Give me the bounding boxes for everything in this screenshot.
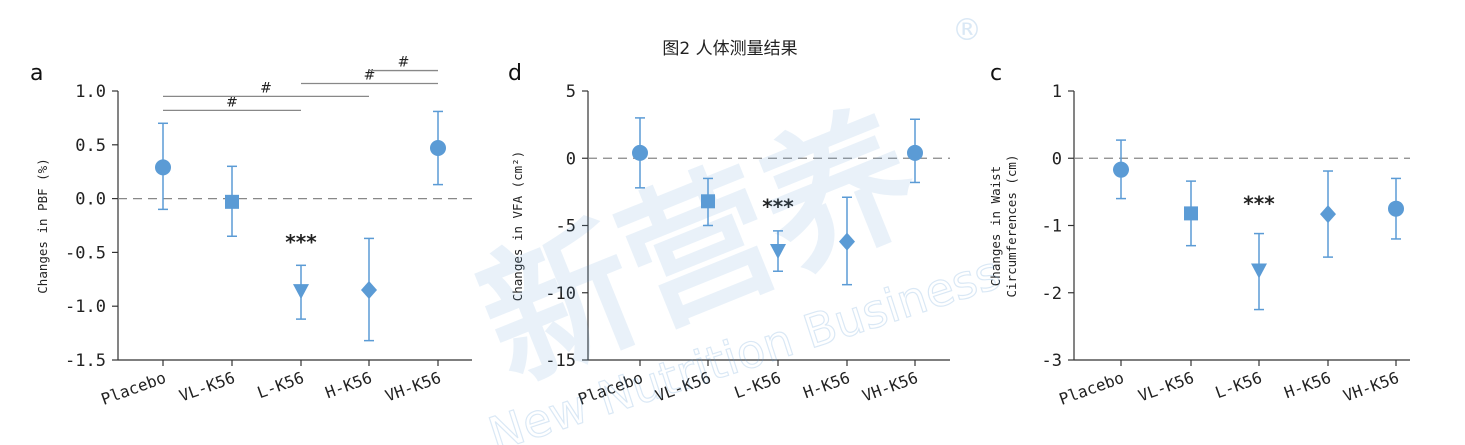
- y-tick-label: -1.5: [65, 351, 106, 371]
- y-axis-title-line: Circumferences (cm): [1004, 155, 1019, 298]
- y-tick-label: 0.5: [75, 136, 106, 156]
- data-point-placebo: [1113, 161, 1129, 178]
- y-tick-label: -1.0: [65, 297, 106, 317]
- data-point-vl-k56: [701, 194, 715, 209]
- x-tick-label: Placebo: [575, 368, 645, 409]
- data-point-vh-k56: [1388, 200, 1404, 217]
- data-point-h-k56: [1320, 205, 1336, 224]
- chart-panels: a 1.0 0.5 0.0 -0.5 -1.0 -1.5 Changes in PBF (%)…: [30, 55, 1410, 409]
- y-tick-label: -2: [1042, 284, 1062, 304]
- data-point-placebo: [155, 159, 171, 176]
- data-point-vl-k56: [225, 194, 239, 209]
- figure-title: 图2 人体测量结果: [662, 39, 797, 59]
- y-axis-title: Changes in VFA (cm²): [510, 151, 525, 302]
- x-tick-label: H-K56: [323, 368, 375, 402]
- comparison-label: #: [260, 80, 272, 96]
- significance-label: ***: [762, 194, 794, 218]
- data-point-h-k56: [361, 281, 377, 300]
- y-tick-label: 0: [566, 149, 576, 169]
- y-tick-label: 0.0: [75, 190, 106, 210]
- watermark: 新营养 New Nutrition Business ®: [458, 13, 1007, 445]
- y-tick-label: 1: [1052, 82, 1062, 102]
- x-tick-label: VL-K56: [1136, 368, 1197, 406]
- x-tick-label: VH-K56: [383, 368, 444, 406]
- x-tick-label: L-K56: [732, 368, 784, 402]
- x-tick-label: L-K56: [255, 368, 307, 402]
- y-axis-title: Changes in WaistCircumferences (cm): [988, 155, 1019, 298]
- comparison-label: #: [398, 55, 410, 71]
- data-point-vl-k56: [1184, 206, 1198, 221]
- data-point-l-k56: [1251, 263, 1267, 279]
- watermark-sub-text: New Nutrition Business: [482, 245, 1006, 445]
- x-tick-label: VL-K56: [177, 368, 238, 406]
- data-point-l-k56: [293, 284, 309, 300]
- x-tick-label: Placebo: [98, 368, 168, 409]
- y-axis-title-line: Changes in Waist: [988, 166, 1003, 286]
- watermark-registered-mark: ®: [952, 13, 982, 48]
- y-tick-label: 5: [566, 82, 576, 102]
- y-tick-label: -15: [545, 351, 576, 371]
- y-tick-label: 1.0: [75, 82, 106, 102]
- data-point-vh-k56: [907, 144, 923, 161]
- x-tick-label: VL-K56: [653, 368, 714, 406]
- x-tick-label: VH-K56: [860, 368, 921, 406]
- significance-label: ***: [1243, 192, 1275, 216]
- data-point-h-k56: [839, 232, 855, 251]
- significance-label: ***: [285, 230, 317, 254]
- data-point-placebo: [632, 144, 648, 161]
- y-tick-label: -5: [556, 217, 576, 237]
- panel-letter: d: [508, 61, 522, 86]
- y-tick-label: -0.5: [65, 243, 106, 263]
- panel-letter: c: [990, 61, 1002, 86]
- x-tick-label: H-K56: [1282, 368, 1334, 402]
- chart-panel-d: d 5 0 -5 -10 -15 Changes in VFA (cm²) Placebo VL…: [508, 61, 950, 409]
- comparison-label: #: [226, 94, 238, 110]
- chart-panel-c: c 1 0 -1 -2 -3 Changes in WaistCircumferences …: [988, 61, 1410, 409]
- chart-panel-a: a 1.0 0.5 0.0 -0.5 -1.0 -1.5 Changes in PBF (%)…: [30, 55, 472, 409]
- y-axis-title: Changes in PBF (%): [35, 158, 50, 293]
- x-tick-label: Placebo: [1056, 368, 1126, 409]
- y-tick-label: 0: [1052, 149, 1062, 169]
- y-tick-label: -3: [1042, 351, 1062, 371]
- comparison-label: #: [364, 67, 376, 83]
- x-tick-label: H-K56: [801, 368, 853, 402]
- y-tick-label: -1: [1042, 217, 1062, 237]
- x-tick-label: L-K56: [1213, 368, 1265, 402]
- data-point-vh-k56: [430, 140, 446, 157]
- data-point-l-k56: [770, 244, 786, 260]
- watermark-main-text: 新营养: [458, 82, 941, 414]
- x-tick-label: VH-K56: [1341, 368, 1402, 406]
- y-tick-label: -10: [545, 284, 576, 304]
- panel-letter: a: [30, 61, 43, 86]
